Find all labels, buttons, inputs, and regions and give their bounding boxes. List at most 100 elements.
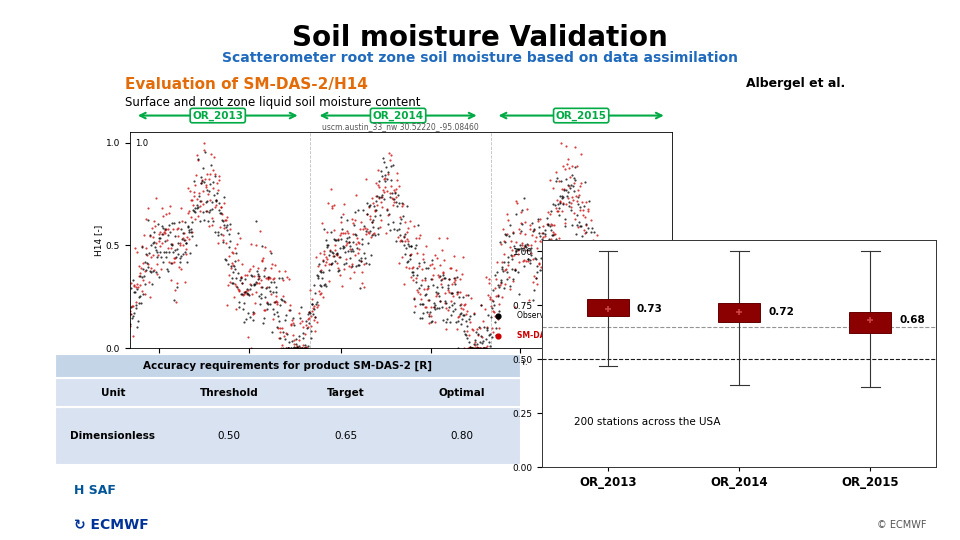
- Point: [512, 289, 527, 298]
- Point: [567, 143, 583, 151]
- Point: [323, 260, 338, 268]
- Point: [184, 227, 200, 236]
- Point: [313, 282, 328, 291]
- Point: [328, 236, 344, 245]
- Point: [440, 315, 455, 323]
- Point: [254, 283, 270, 292]
- Text: 0.50: 0.50: [218, 430, 241, 441]
- Point: [576, 237, 591, 246]
- Point: [165, 224, 180, 233]
- Point: [563, 173, 578, 181]
- Point: [543, 235, 559, 244]
- Point: [426, 264, 442, 272]
- Point: [236, 318, 252, 327]
- Point: [442, 275, 457, 284]
- Point: [295, 329, 310, 338]
- Point: [619, 256, 635, 265]
- Point: [322, 266, 337, 275]
- Point: [333, 228, 348, 237]
- Point: [151, 251, 166, 260]
- Point: [186, 207, 202, 215]
- Point: [125, 314, 140, 323]
- Point: [376, 187, 392, 196]
- Point: [511, 225, 526, 233]
- Point: [163, 275, 179, 284]
- Point: [152, 234, 167, 242]
- Point: [386, 225, 401, 233]
- Point: [456, 311, 471, 320]
- Point: [197, 178, 212, 186]
- Point: [558, 175, 573, 184]
- Point: [559, 142, 574, 151]
- Text: uscm.austin_33_nw 30.52220_-95.08460: uscm.austin_33_nw 30.52220_-95.08460: [323, 122, 479, 131]
- Point: [635, 344, 650, 353]
- Point: [633, 299, 648, 308]
- Point: [295, 344, 310, 353]
- Point: [379, 175, 395, 184]
- Point: [215, 217, 230, 226]
- Point: [522, 255, 538, 264]
- Point: [162, 201, 178, 210]
- Point: [269, 292, 284, 300]
- Point: [308, 253, 324, 261]
- Point: [567, 214, 583, 223]
- Point: [490, 258, 505, 267]
- Point: [321, 241, 336, 249]
- Point: [332, 244, 348, 252]
- Point: [426, 303, 442, 312]
- Point: [170, 283, 185, 292]
- Point: [353, 253, 369, 262]
- Point: [285, 330, 300, 339]
- Point: [396, 232, 411, 241]
- Point: [306, 301, 322, 310]
- Point: [412, 284, 427, 292]
- Point: [279, 329, 295, 338]
- Point: [402, 250, 418, 259]
- Point: [201, 221, 216, 230]
- Point: [649, 344, 664, 353]
- Point: [427, 318, 443, 326]
- Point: [362, 201, 377, 210]
- Point: [501, 232, 516, 240]
- Point: [475, 344, 491, 353]
- Point: [152, 241, 167, 250]
- Point: [140, 260, 156, 268]
- Point: [227, 293, 242, 302]
- Point: [620, 255, 636, 264]
- Point: [199, 186, 214, 194]
- Point: [363, 233, 378, 241]
- Point: [177, 278, 192, 287]
- Point: [501, 252, 516, 261]
- Point: [636, 323, 651, 332]
- Point: [579, 198, 594, 206]
- Point: [415, 276, 430, 285]
- Point: [260, 274, 276, 282]
- Point: [629, 294, 644, 302]
- Point: [239, 288, 254, 297]
- Point: [416, 249, 431, 258]
- Point: [610, 287, 625, 296]
- Point: [437, 296, 452, 305]
- Point: [182, 186, 198, 195]
- Point: [162, 228, 178, 237]
- Point: [277, 298, 293, 306]
- Point: [542, 249, 558, 258]
- Point: [448, 318, 464, 326]
- Point: [643, 344, 659, 353]
- Point: [582, 288, 597, 296]
- Point: [579, 253, 594, 261]
- Point: [265, 288, 280, 296]
- Point: [500, 216, 516, 225]
- Point: [388, 198, 403, 206]
- Point: [498, 231, 514, 240]
- Point: [172, 254, 187, 262]
- Point: [473, 301, 489, 309]
- Point: [421, 311, 437, 320]
- Point: [540, 254, 555, 262]
- Point: [181, 234, 197, 243]
- Point: [130, 280, 145, 288]
- Point: [372, 183, 387, 192]
- Point: [467, 336, 482, 345]
- Point: [405, 271, 420, 280]
- Point: [390, 176, 405, 185]
